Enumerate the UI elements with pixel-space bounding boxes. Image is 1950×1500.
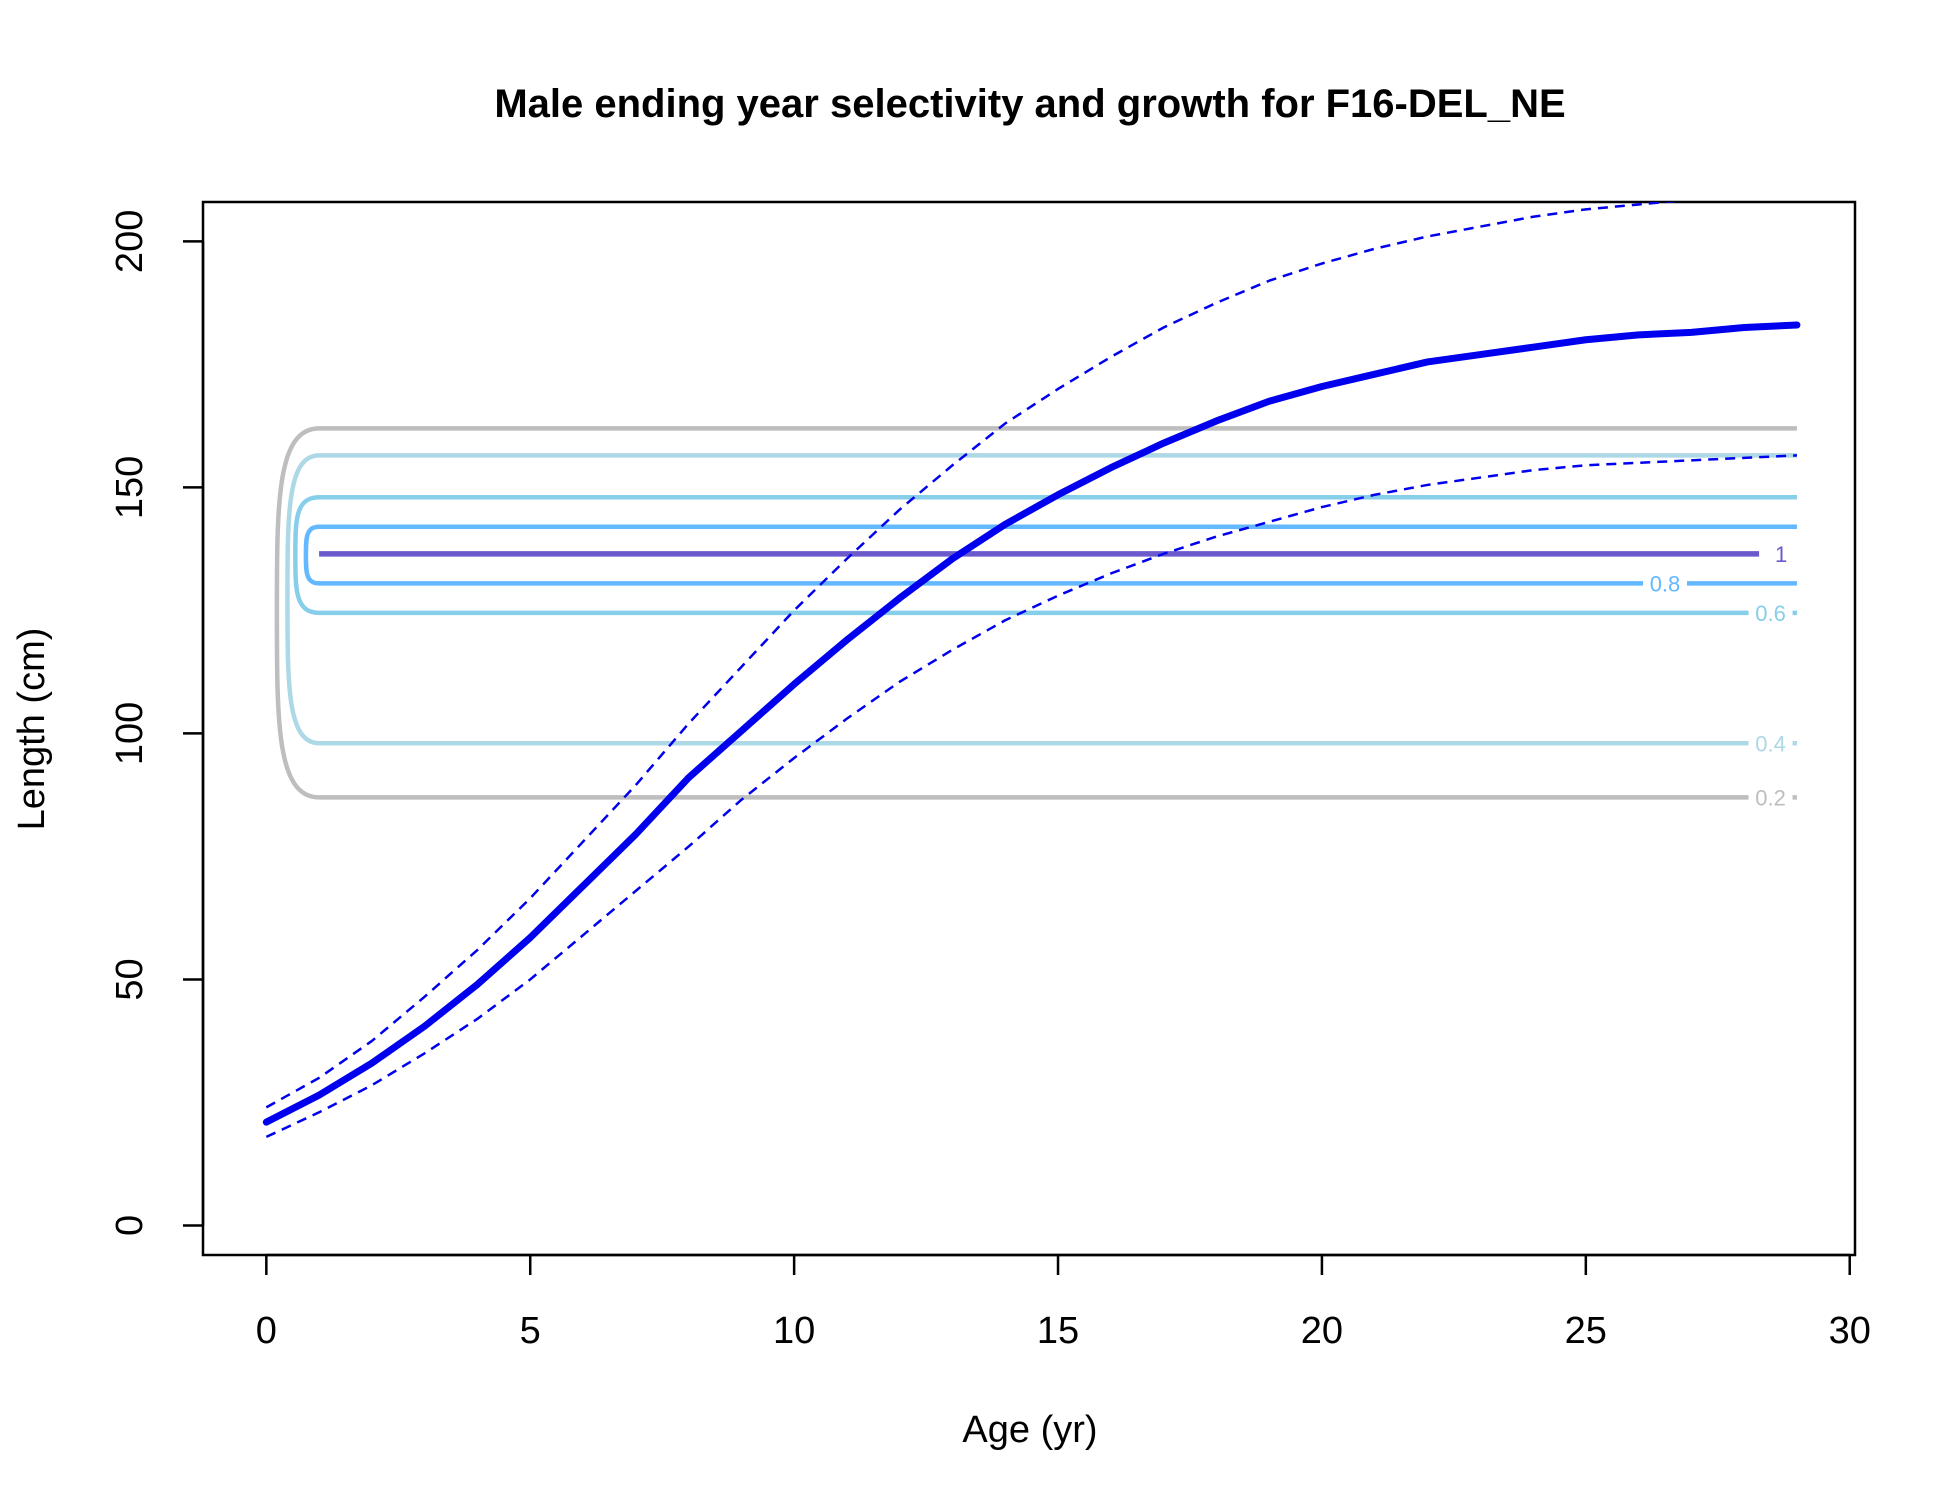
contour-label-bg	[1759, 540, 1804, 567]
selectivity-contour-0.8	[303, 524, 1797, 586]
plot-frame	[201, 200, 1857, 1257]
x-tick-label: 30	[1829, 1310, 1871, 1352]
x-tick-label: 15	[1037, 1310, 1079, 1352]
contour-label-0.8: 0.8	[1650, 571, 1681, 596]
y-tick-label: 100	[109, 702, 151, 765]
y-tick-label: 0	[109, 1215, 151, 1236]
y-axis: 0 50 100 150 200	[109, 210, 205, 1236]
selectivity-contour-0.4	[285, 453, 1797, 746]
chart-title: Male ending year selectivity and growth …	[494, 82, 1565, 126]
x-tick-label: 10	[773, 1310, 815, 1352]
selectivity-contour-0.2	[274, 426, 1797, 800]
y-tick-label: 50	[109, 958, 151, 1000]
growth-upper-line	[265, 202, 1679, 1109]
y-axis-label: Length (cm)	[11, 628, 53, 831]
x-tick-label: 5	[520, 1310, 541, 1352]
contour-label-0.4: 0.4	[1755, 731, 1786, 756]
growth-lower-line	[265, 454, 1798, 1139]
contour-label-0.6: 0.6	[1755, 601, 1786, 626]
selectivity-contours: 0.2 0.4 0.6 0.8 1	[274, 426, 1804, 811]
x-tick-label: 0	[256, 1310, 277, 1352]
x-tick-label: 25	[1565, 1310, 1607, 1352]
y-tick-label: 200	[109, 210, 151, 273]
contour-label-bg	[1748, 784, 1793, 811]
contour-label-0.2: 0.2	[1755, 785, 1786, 810]
growth-mean-line	[262, 321, 1801, 1126]
contour-label-1: 1	[1775, 542, 1787, 567]
x-axis: 0 5 10 15 20 25 30	[256, 1253, 1871, 1352]
x-axis-label: Age (yr)	[962, 1409, 1097, 1451]
contour-label-bg	[1642, 570, 1687, 597]
growth-curves	[262, 202, 1801, 1139]
selectivity-contour-0.6	[293, 494, 1797, 616]
contour-label-bg	[1748, 730, 1793, 757]
x-tick-label: 20	[1301, 1310, 1343, 1352]
y-tick-label: 150	[109, 456, 151, 519]
contour-label-bg	[1748, 599, 1793, 626]
